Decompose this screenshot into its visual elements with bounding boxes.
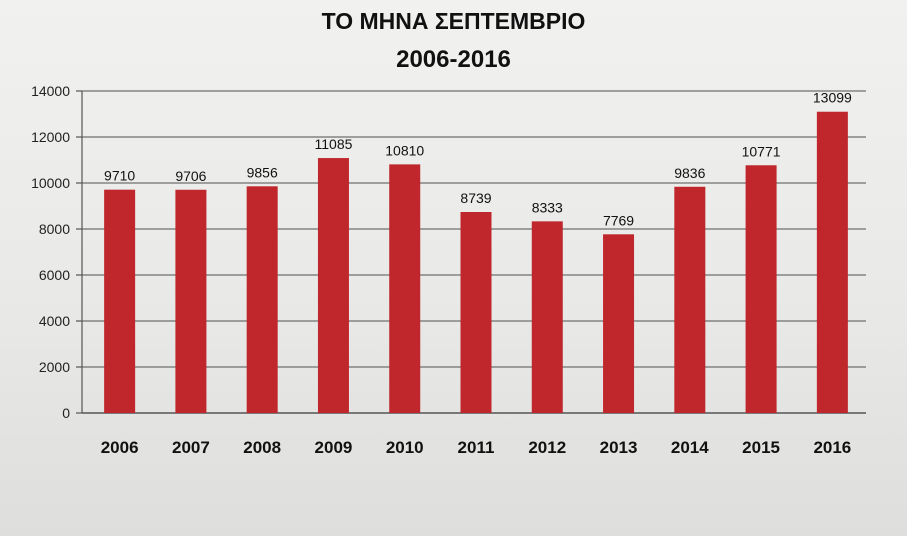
y-tick-label: 8000 <box>39 221 70 237</box>
data-label: 10810 <box>385 142 424 158</box>
data-label: 13099 <box>813 90 852 106</box>
data-label: 9706 <box>175 168 206 184</box>
data-label: 11085 <box>315 136 353 152</box>
data-label: 8739 <box>460 190 491 206</box>
bar <box>603 234 635 413</box>
x-tick-label: 2012 <box>528 438 566 457</box>
x-tick-label: 2011 <box>458 438 495 457</box>
data-label: 9710 <box>104 168 135 184</box>
x-tick-label: 2008 <box>243 438 281 457</box>
data-label: 8333 <box>532 199 563 215</box>
bar <box>531 221 563 413</box>
x-tick-label: 2013 <box>600 438 638 457</box>
bar <box>389 164 421 413</box>
bar <box>460 212 492 413</box>
data-label: 10771 <box>742 143 781 159</box>
y-tick-label: 12000 <box>31 129 70 145</box>
y-tick-label: 6000 <box>39 267 70 283</box>
y-tick-label: 10000 <box>31 175 70 191</box>
x-tick-label: 2010 <box>386 438 424 457</box>
x-tick-label: 2015 <box>742 438 780 457</box>
bar <box>816 111 848 414</box>
bar <box>745 165 777 413</box>
y-tick-label: 2000 <box>39 359 70 375</box>
x-tick-label: 2007 <box>172 438 210 457</box>
bar <box>317 158 349 413</box>
x-tick-label: 2016 <box>813 438 851 457</box>
data-label: 9836 <box>674 165 705 181</box>
chart-subtitle: 2006-2016 <box>396 46 511 73</box>
bar <box>674 186 706 413</box>
chart-title: ΤΟ ΜΗΝΑ ΣΕΠΤΕΜΒΡΙΟ <box>321 8 586 34</box>
bar <box>175 189 207 413</box>
x-tick-label: 2009 <box>315 438 353 457</box>
x-tick-label: 2006 <box>101 438 139 457</box>
y-tick-label: 0 <box>62 405 70 421</box>
bar <box>104 189 136 413</box>
x-tick-label: 2014 <box>671 438 709 457</box>
bar <box>246 186 278 413</box>
data-label: 7769 <box>603 212 634 228</box>
y-tick-label: 14000 <box>31 83 70 99</box>
y-tick-label: 4000 <box>39 313 70 329</box>
data-label: 9856 <box>247 164 278 180</box>
